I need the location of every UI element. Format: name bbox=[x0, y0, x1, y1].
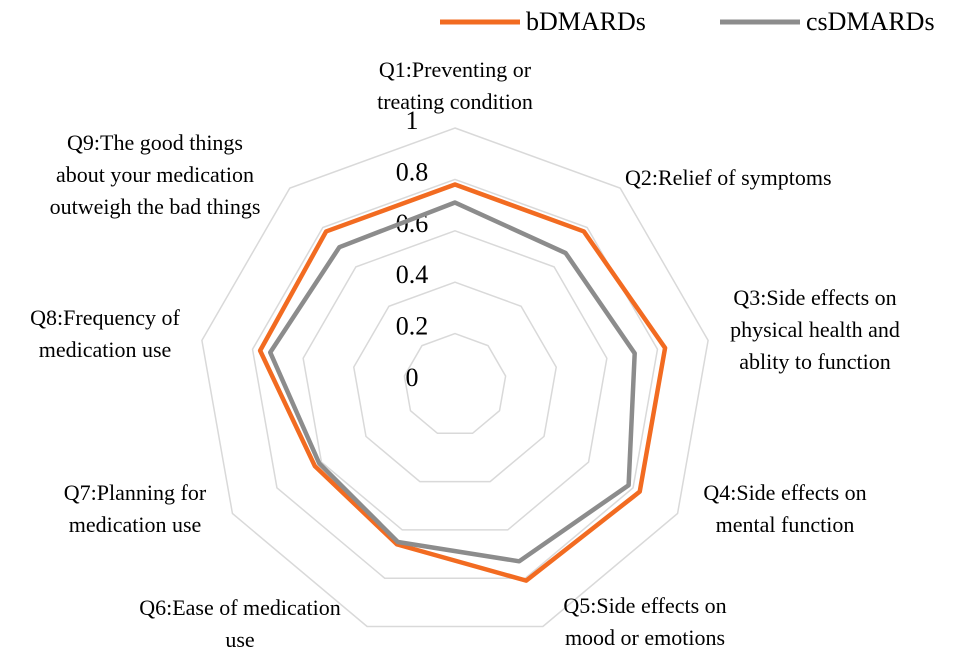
axis-label: Q3:Side effects on bbox=[733, 285, 896, 310]
axis-label: use bbox=[225, 627, 254, 651]
y-tick-label: 0.8 bbox=[396, 157, 429, 186]
grid-ring bbox=[201, 127, 709, 628]
axis-label: Q6:Ease of medication bbox=[139, 595, 341, 620]
series-line bbox=[267, 200, 637, 564]
axis-label: medication use bbox=[69, 512, 202, 537]
grid-ring bbox=[302, 230, 608, 531]
axis-label: mood or emotions bbox=[565, 625, 725, 650]
y-tick-label: 0.4 bbox=[396, 260, 429, 289]
axis-label: Q9:The good things bbox=[67, 130, 243, 155]
legend-label: bDMARDs bbox=[526, 7, 646, 36]
axis-label: mental function bbox=[716, 512, 855, 537]
grid-ring bbox=[352, 281, 558, 483]
axis-label: physical health and bbox=[730, 317, 900, 342]
axis-label: Q4:Side effects on bbox=[703, 480, 866, 505]
axis-label: ablity to function bbox=[739, 349, 891, 374]
y-tick-label: 1 bbox=[406, 106, 419, 135]
axis-label: Q2:Relief of symptoms bbox=[625, 165, 832, 190]
grid-ring bbox=[251, 178, 659, 579]
legend-label: csDMARDs bbox=[806, 7, 935, 36]
series-line bbox=[257, 182, 668, 583]
axis-label: Q8:Frequency of bbox=[30, 305, 180, 330]
y-tick-label: 0 bbox=[406, 363, 419, 392]
y-tick-label: 0.2 bbox=[396, 312, 429, 341]
axis-label: Q1:Preventing or bbox=[379, 57, 532, 82]
axis-label: Q5:Side effects on bbox=[563, 593, 726, 618]
axis-label: outweigh the bad things bbox=[50, 194, 261, 219]
axis-label: Q7:Planning for bbox=[64, 480, 207, 505]
axis-label: treating condition bbox=[377, 89, 533, 114]
axis-label: about your medication bbox=[56, 162, 254, 187]
axis-label: medication use bbox=[39, 337, 172, 362]
grid-ring bbox=[403, 332, 507, 435]
